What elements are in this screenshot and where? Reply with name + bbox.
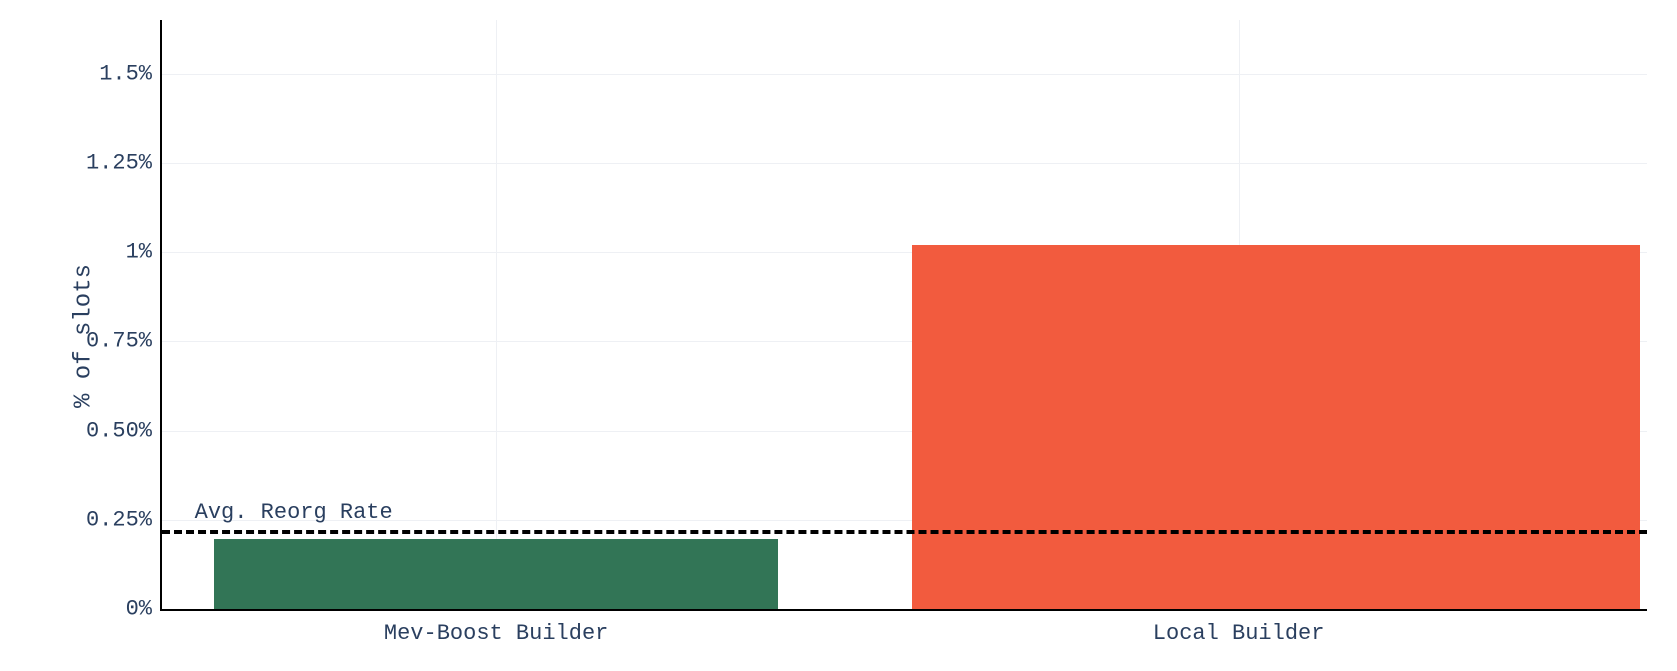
bar-local-builder bbox=[912, 245, 1640, 609]
x-tick-label: Local Builder bbox=[1153, 609, 1325, 646]
plot-area: 0%0.25%0.50%0.75%1%1.25%1.5%Mev-Boost Bu… bbox=[160, 20, 1647, 611]
y-tick-label: 1.25% bbox=[86, 150, 162, 175]
bar-mev-boost-builder bbox=[214, 539, 778, 609]
gridline-h bbox=[162, 163, 1647, 164]
x-tick-label: Mev-Boost Builder bbox=[384, 609, 608, 646]
y-tick-label: 1.5% bbox=[99, 61, 162, 86]
y-tick-label: 0.50% bbox=[86, 418, 162, 443]
y-tick-label: 0.75% bbox=[86, 329, 162, 354]
gridline-v bbox=[496, 20, 497, 609]
gridline-h bbox=[162, 74, 1647, 75]
y-tick-label: 0.25% bbox=[86, 507, 162, 532]
reference-line-label: Avg. Reorg Rate bbox=[195, 500, 393, 525]
reference-line bbox=[162, 530, 1647, 534]
bar-chart: % of slots 0%0.25%0.50%0.75%1%1.25%1.5%M… bbox=[0, 0, 1677, 671]
y-tick-label: 0% bbox=[126, 597, 162, 622]
y-tick-label: 1% bbox=[126, 240, 162, 265]
